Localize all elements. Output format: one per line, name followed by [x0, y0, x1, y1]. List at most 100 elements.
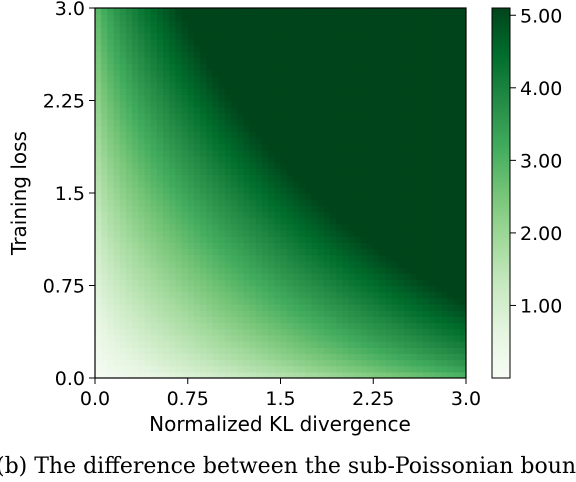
- heatmap-cell: [268, 211, 275, 219]
- heatmap-cell: [193, 334, 201, 342]
- heatmap-cell: [459, 291, 466, 299]
- heatmap-cell: [138, 63, 146, 71]
- heatmap-cell: [169, 297, 176, 305]
- heatmap-cell: [274, 112, 282, 120]
- heatmap-cell: [354, 156, 362, 163]
- heatmap-cell: [397, 26, 405, 34]
- heatmap-cell: [397, 273, 405, 280]
- heatmap-cell: [138, 304, 146, 311]
- heatmap-cell: [336, 14, 343, 21]
- heatmap-cell: [453, 125, 461, 132]
- heatmap-cell: [231, 131, 238, 139]
- heatmap-cell: [360, 267, 368, 274]
- heatmap-cell: [163, 347, 170, 354]
- heatmap-cell: [144, 341, 152, 348]
- heatmap-cell: [107, 131, 115, 139]
- heatmap-cell: [397, 8, 405, 15]
- heatmap-cell: [224, 32, 232, 40]
- heatmap-cell: [193, 88, 201, 95]
- heatmap-cell: [292, 174, 300, 182]
- heatmap-cell: [163, 38, 170, 46]
- heatmap-cell: [200, 359, 207, 367]
- heatmap-cell: [181, 125, 189, 132]
- heatmap-cell: [101, 316, 108, 324]
- heatmap-cell: [175, 279, 183, 287]
- heatmap-cell: [422, 199, 430, 206]
- heatmap-cell: [107, 316, 115, 324]
- heatmap-cell: [150, 267, 158, 274]
- heatmap-cell: [101, 26, 108, 34]
- heatmap-cell: [410, 359, 418, 367]
- heatmap-cell: [261, 291, 269, 299]
- heatmap-cell: [311, 149, 319, 157]
- heatmap-cell: [224, 279, 232, 287]
- heatmap-cell: [385, 38, 393, 46]
- heatmap-cell: [181, 112, 189, 120]
- heatmap-cell: [107, 149, 115, 157]
- heatmap-cell: [206, 365, 214, 373]
- heatmap-cell: [255, 45, 263, 52]
- heatmap-cell: [428, 316, 436, 324]
- heatmap-cell: [311, 168, 319, 176]
- heatmap-cell: [410, 230, 418, 237]
- heatmap-cell: [212, 359, 220, 367]
- heatmap-cell: [410, 310, 418, 317]
- heatmap-cell: [280, 199, 288, 206]
- heatmap-cell: [459, 359, 466, 367]
- heatmap-cell: [193, 112, 201, 120]
- heatmap-cell: [156, 273, 164, 280]
- heatmap-cell: [373, 304, 381, 311]
- heatmap-cell: [125, 57, 133, 65]
- heatmap-cell: [397, 267, 405, 274]
- heatmap-cell: [416, 291, 424, 299]
- heatmap-cell: [187, 267, 195, 274]
- heatmap-cell: [404, 285, 411, 293]
- heatmap-cell: [150, 365, 158, 373]
- heatmap-cell: [150, 242, 158, 250]
- heatmap-cell: [416, 162, 424, 169]
- heatmap-cell: [150, 82, 158, 89]
- heatmap-cell: [193, 63, 201, 71]
- heatmap-cell: [422, 45, 430, 52]
- heatmap-cell: [249, 205, 257, 213]
- heatmap-cell: [156, 328, 164, 336]
- heatmap-cell: [373, 75, 381, 83]
- heatmap-cell: [132, 353, 139, 361]
- heatmap-cell: [95, 297, 102, 305]
- heatmap-cell: [317, 279, 325, 287]
- heatmap-cell: [354, 26, 362, 34]
- heatmap-cell: [342, 248, 350, 256]
- heatmap-cell: [428, 193, 436, 200]
- heatmap-cell: [317, 131, 325, 139]
- heatmap-cell: [144, 20, 152, 28]
- heatmap-cell: [206, 248, 214, 256]
- heatmap-cell: [416, 8, 424, 15]
- heatmap-cell: [224, 75, 232, 83]
- heatmap-cell: [107, 106, 115, 114]
- heatmap-cell: [348, 199, 356, 206]
- heatmap-cell: [193, 211, 201, 219]
- heatmap-cell: [255, 149, 263, 157]
- heatmap-cell: [336, 230, 343, 237]
- heatmap-cell: [187, 236, 195, 243]
- heatmap-cell: [200, 137, 207, 145]
- heatmap-cell: [435, 359, 442, 367]
- heatmap-cell: [218, 20, 226, 28]
- heatmap-cell: [317, 168, 325, 176]
- heatmap-cell: [200, 100, 207, 108]
- heatmap-cell: [360, 285, 368, 293]
- heatmap-cell: [268, 316, 275, 324]
- heatmap-cell: [336, 174, 343, 182]
- heatmap-cell: [169, 304, 176, 311]
- heatmap-cell: [373, 260, 381, 268]
- heatmap-cell: [428, 217, 436, 225]
- heatmap-cell: [224, 168, 232, 176]
- heatmap-cell: [255, 236, 263, 243]
- heatmap-cell: [200, 267, 207, 274]
- heatmap-cell: [224, 82, 232, 89]
- heatmap-cell: [138, 223, 146, 231]
- heatmap-cell: [274, 51, 282, 58]
- heatmap-cell: [193, 106, 201, 114]
- heatmap-cell: [193, 242, 201, 250]
- heatmap-cell: [391, 217, 399, 225]
